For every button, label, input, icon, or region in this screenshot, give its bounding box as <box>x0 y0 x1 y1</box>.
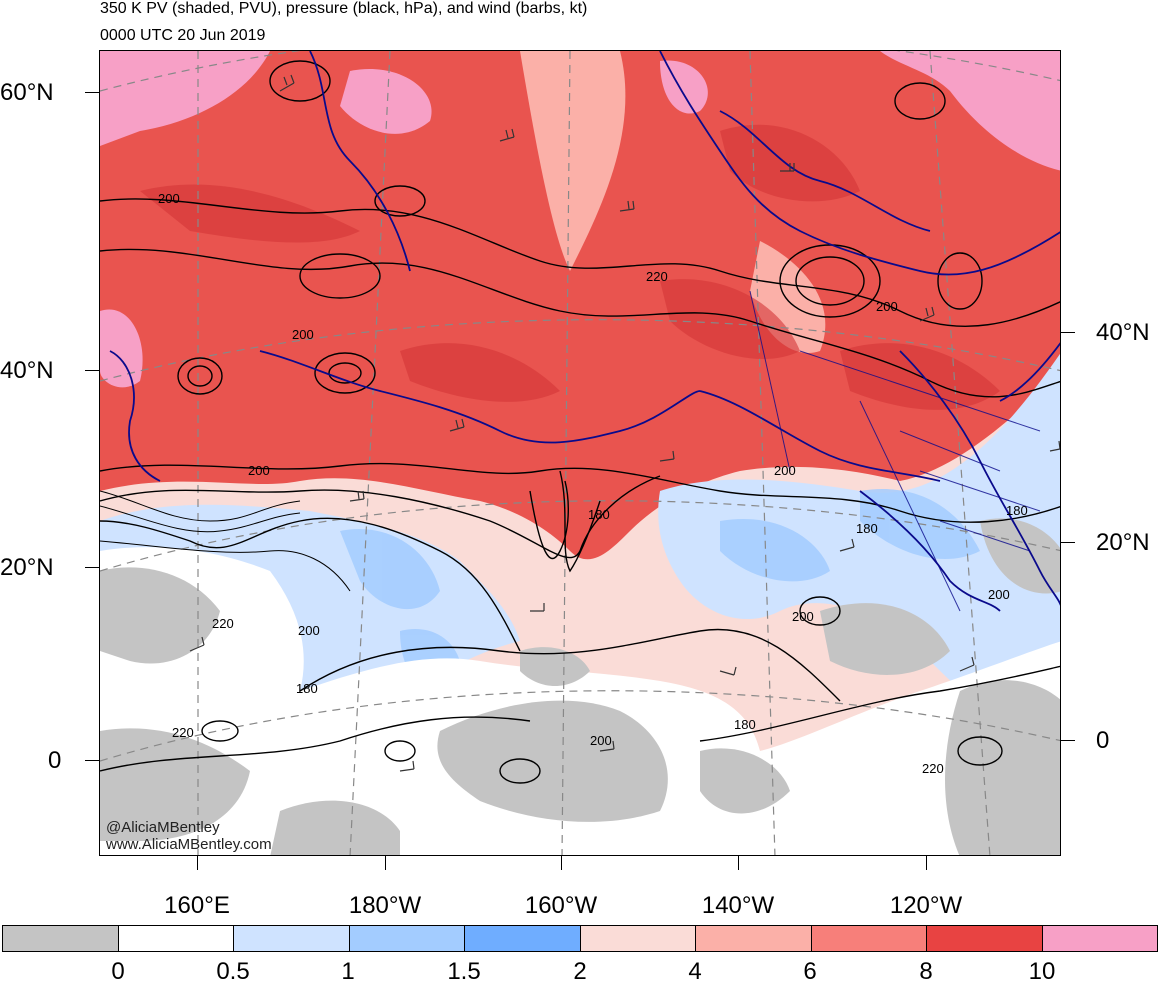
colorbar-segment <box>3 926 119 951</box>
contour-label: 180 <box>856 521 878 536</box>
colorbar-segment <box>118 926 234 951</box>
colorbar-label: 10 <box>1028 958 1056 985</box>
colorbar-label: 1 <box>341 958 355 985</box>
lat-label-left: 20°N <box>0 554 54 581</box>
colorbar-label: 6 <box>803 958 817 985</box>
contour-label: 180 <box>588 507 610 522</box>
lat-label-left: 0 <box>48 747 62 774</box>
lon-label: 140°W <box>701 892 775 919</box>
colorbar-label: 0.5 <box>216 958 250 985</box>
tick-mark <box>197 856 198 870</box>
colorbar-segment <box>580 926 696 951</box>
lat-label-left: 40°N <box>0 357 54 384</box>
tick-mark <box>85 370 99 371</box>
contour-label: 180 <box>734 717 756 732</box>
pv-map-graphic: 200 200 200 220 200 200 180 180 180 200 … <box>100 51 1060 855</box>
lon-label: 160°W <box>524 892 598 919</box>
lon-label: 180°W <box>348 892 422 919</box>
pv-field-below-0.5 <box>100 518 1060 855</box>
colorbar-segment <box>811 926 927 951</box>
tick-mark <box>1061 332 1075 333</box>
lat-label-right: 20°N <box>1096 529 1150 556</box>
colorbar-label: 8 <box>919 958 933 985</box>
colorbar-segment <box>349 926 465 951</box>
lat-label-left: 60°N <box>0 79 54 106</box>
credit-website: www.AliciaMBentley.com <box>106 836 272 853</box>
map-title: 350 K PV (shaded, PVU), pressure (black,… <box>100 0 588 17</box>
pv-map-panel: 200 200 200 220 200 200 180 180 180 200 … <box>99 50 1061 856</box>
contour-label: 200 <box>792 609 814 624</box>
pv-field-over-10 <box>100 51 1060 388</box>
colorbar-label: 2 <box>573 958 587 985</box>
colorbar-label: 1.5 <box>447 958 481 985</box>
lon-label: 160°E <box>164 892 230 919</box>
contour-label: 180 <box>1006 503 1028 518</box>
contour-label: 200 <box>590 733 612 748</box>
pv-field-1-1.5-east <box>658 353 1060 751</box>
valid-time: 0000 UTC 20 Jun 2019 <box>100 27 266 44</box>
contour-label: 220 <box>212 616 234 631</box>
colorbar-segment <box>465 926 581 951</box>
colorbar-segment <box>1042 926 1157 951</box>
colorbar-segment <box>234 926 350 951</box>
tick-mark <box>85 760 99 761</box>
graticule <box>100 51 1060 855</box>
tick-mark <box>85 92 99 93</box>
colorbar-segment <box>696 926 812 951</box>
colorbar-label: 4 <box>688 958 702 985</box>
lat-label-right: 0 <box>1096 727 1110 754</box>
pv-field-0.5-1 <box>100 547 1060 855</box>
lon-label: 120°W <box>889 892 963 919</box>
pressure-contours <box>100 60 1060 784</box>
contour-label-group: 200 200 200 220 200 200 180 180 180 200 … <box>158 191 1028 776</box>
tick-mark <box>561 856 562 870</box>
contour-label: 200 <box>292 327 314 342</box>
political-borders <box>749 290 1041 612</box>
colorbar-label: 0 <box>111 958 125 985</box>
contour-label: 220 <box>172 725 194 740</box>
contour-label: 220 <box>922 761 944 776</box>
colorbar-segment <box>927 926 1043 951</box>
tick-mark <box>1061 542 1075 543</box>
tick-mark <box>1061 740 1075 741</box>
contour-label: 200 <box>298 623 320 638</box>
tick-mark <box>926 856 927 870</box>
coastlines <box>109 51 1060 612</box>
contour-label: 200 <box>158 191 180 206</box>
tick-mark <box>385 856 386 870</box>
contour-label: 200 <box>988 587 1010 602</box>
contour-label: 200 <box>774 463 796 478</box>
contour-label: 180 <box>296 681 318 696</box>
contour-label: 200 <box>248 463 270 478</box>
credit-twitter: @AliciaMBentley <box>106 819 220 836</box>
tick-mark <box>738 856 739 870</box>
colorbar <box>2 925 1158 952</box>
tick-mark <box>85 567 99 568</box>
wind-barbs <box>189 74 1060 772</box>
contour-label: 200 <box>876 299 898 314</box>
contour-label: 220 <box>646 269 668 284</box>
lat-label-right: 40°N <box>1096 319 1150 346</box>
